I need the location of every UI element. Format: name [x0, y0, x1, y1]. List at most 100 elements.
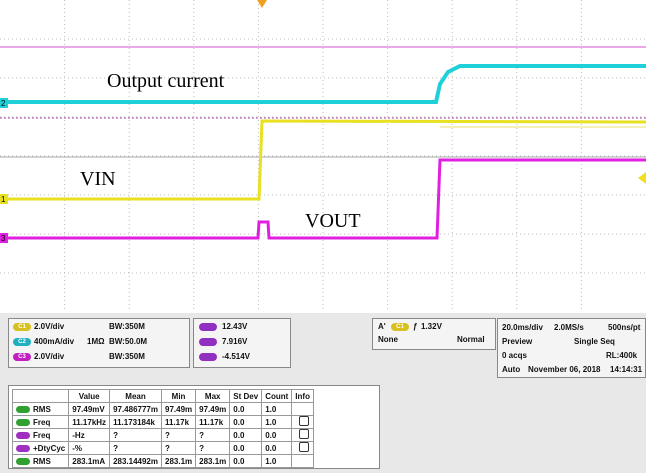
measurement-value: 1.0	[261, 454, 293, 468]
measurement-value: 0.0	[229, 454, 263, 468]
trace-marker	[0, 194, 8, 204]
column-header: Min	[160, 389, 197, 403]
trace-marker-label: 2	[1, 99, 6, 108]
column-header: Info	[291, 389, 314, 403]
resolution: 500ns/pt	[608, 323, 641, 332]
measurement-row: RMS 283.1mA 283.14492m 283.1m 283.1m 0.0 1.0	[11, 454, 314, 468]
badge	[16, 457, 30, 465]
info-cell	[291, 454, 314, 468]
measurement-row: Freq -Hz??? 0.0 0.0	[11, 428, 314, 442]
timebase: 20.0ms/div	[502, 323, 543, 332]
scale: 400mA/div	[34, 337, 75, 346]
measurement-value: 11.173184k	[109, 415, 162, 429]
level-box: 12.43V 7.916V -4.514V	[193, 318, 291, 368]
badge	[199, 323, 217, 331]
trigger-mode: A'	[378, 322, 386, 331]
annotation: Output current	[107, 70, 225, 92]
level: 12.43V	[222, 322, 248, 331]
badge	[16, 431, 30, 439]
badge	[199, 338, 217, 346]
trigger-type: Normal	[457, 335, 485, 344]
vout-trace	[0, 158, 646, 240]
column-header: St Dev	[229, 389, 263, 403]
badge: C1	[13, 323, 31, 331]
measurement-row: Freq 11.17kHz 11.173184k 11.17k 11.17k 0.0 1.0	[11, 415, 314, 429]
trigger-level	[638, 172, 646, 184]
name-cell: Freq	[11, 415, 70, 429]
info-icon[interactable]	[299, 429, 310, 439]
trace-marker	[0, 98, 8, 108]
current-trace	[0, 64, 646, 104]
measurement-box: Value Mean Min Max St Dev Count Info RMS 97.49mV…	[8, 385, 380, 469]
impedance: 1MΩ	[87, 337, 105, 346]
time: 14:14:31	[610, 365, 643, 374]
vin-trace	[0, 119, 646, 201]
badge: C3	[13, 353, 31, 361]
info-icon[interactable]	[299, 416, 310, 426]
measurement-value: 97.486777m	[109, 402, 162, 416]
badge: C1	[391, 323, 409, 331]
name-cell: RMS	[11, 454, 70, 468]
measurement-value: -%	[68, 441, 111, 455]
bandwidth: BW:350M	[109, 352, 145, 361]
rate: 2.0MS/s	[554, 323, 584, 332]
measurement-value: -Hz	[68, 428, 111, 442]
measurement-value: 283.1m	[195, 454, 231, 468]
measurement-value: 0.0	[229, 428, 263, 442]
measurement-value: 0.0	[229, 441, 263, 455]
trigger-slope: ƒ	[413, 322, 418, 331]
name-cell: RMS	[11, 402, 70, 416]
badge	[199, 353, 217, 361]
name-cell: Freq	[11, 428, 70, 442]
badge	[16, 405, 30, 413]
measurement-name: RMS	[33, 456, 51, 466]
measurement-row: +DtyCyc -%??? 0.0 0.0	[11, 441, 314, 455]
measurement-name: +DtyCyc	[33, 443, 66, 453]
measurement-value: 97.49mV	[68, 402, 111, 416]
measurement-name: RMS	[33, 404, 51, 414]
measurement-value: 11.17kHz	[68, 415, 111, 429]
measurement-value: ?	[160, 428, 197, 442]
measurement-name: Freq	[33, 430, 51, 440]
level: -4.514V	[222, 352, 251, 361]
measurement-value: 11.17k	[195, 415, 231, 429]
column-header: Count	[261, 389, 293, 403]
scale: 2.0V/div	[34, 352, 65, 361]
measurement-value: ?	[109, 441, 162, 455]
measurement-value: 0.0	[229, 415, 263, 429]
sequence: Single Seq	[574, 337, 615, 346]
trigger-box: A' C1 ƒ 1.32V None Normal	[372, 318, 496, 350]
badge	[16, 418, 30, 426]
measurement-value: 1.0	[261, 415, 293, 429]
measurement-value: 97.49m	[195, 402, 231, 416]
annotation: VIN	[80, 168, 116, 190]
measurement-name: Freq	[33, 417, 51, 427]
scale: 2.0V/div	[34, 322, 65, 331]
channel-box: C1 2.0V/div BW:350M C2 400mA/div 1MΩ BW:…	[8, 318, 190, 368]
name-cell: +DtyCyc	[11, 441, 70, 455]
trace-marker-label: 1	[1, 195, 6, 204]
measurement-row: RMS 97.49mV 97.486777m 97.49m 97.49m 0.0 1.0	[11, 402, 314, 416]
corner	[11, 389, 70, 403]
measurement-value: 283.14492m	[109, 454, 162, 468]
info-cell	[291, 415, 314, 429]
measurement-value: 1.0	[261, 402, 293, 416]
annotation: VOUT	[305, 210, 361, 232]
trace-marker-label: 3	[1, 234, 6, 243]
trigger-coupling: None	[378, 335, 398, 344]
measurement-value: 283.1m	[160, 454, 197, 468]
measurement-value: 0.0	[261, 428, 293, 442]
measurement-value: 97.49m	[160, 402, 197, 416]
bandwidth: BW:350M	[109, 322, 145, 331]
measurement-value: ?	[160, 441, 197, 455]
trace-marker	[0, 233, 8, 243]
scope-display: Output current VIN VOUT 2 1 3	[0, 0, 646, 312]
measurement-table: Value Mean Min Max St Dev Count Info RMS 97.49mV…	[11, 389, 314, 468]
info-cell	[291, 402, 314, 416]
record: RL:400k	[606, 351, 638, 360]
info-cell	[291, 441, 314, 455]
info-icon[interactable]	[299, 442, 310, 452]
view: Preview	[502, 337, 533, 346]
badge: C2	[13, 338, 31, 346]
